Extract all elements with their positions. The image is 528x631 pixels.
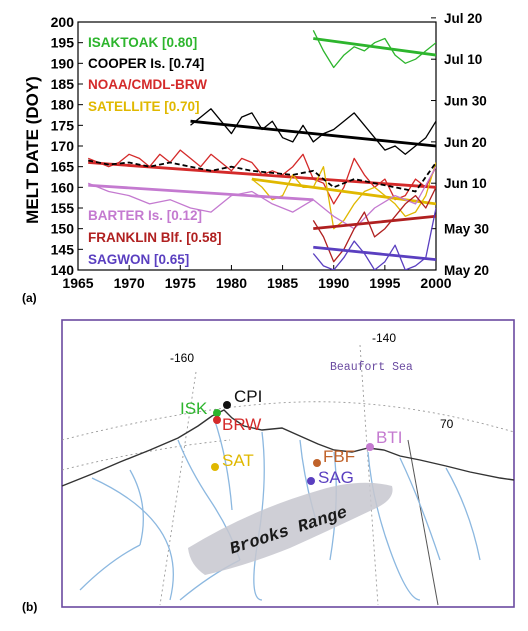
left-axis: 140 145 150 155 160 165 170 175 180 185 190 195 200 [51, 14, 83, 278]
trend-line-franklin-blf [313, 214, 436, 231]
station-fbf-label: FBF [323, 447, 355, 466]
station-sat: SAT [211, 451, 254, 471]
right-tick-label-5: May 30 [444, 222, 489, 237]
y-tick-label-195: 195 [51, 35, 75, 51]
y-tick-label-190: 190 [51, 55, 75, 71]
y-tick-label-155: 155 [51, 200, 75, 216]
right-tick-label-6: May 20 [444, 263, 489, 278]
y-tick-label-200: 200 [51, 14, 75, 30]
series-line-sagwon [312, 207, 436, 270]
lon-label-140: -140 [372, 331, 396, 345]
y-tick-label-175: 175 [51, 117, 75, 133]
y-tick-label-150: 150 [51, 221, 75, 237]
y-tick-label-185: 185 [51, 76, 75, 92]
station-brw-marker [213, 416, 221, 424]
y-tick-label-165: 165 [51, 159, 75, 175]
x-tick-label-1970: 1970 [114, 275, 145, 291]
station-brw: BRW [213, 415, 261, 434]
legend-franklin: FRANKLIN Blf. [0.58] [88, 230, 222, 245]
panel-b-label: (b) [22, 600, 37, 614]
trend-line-barter-is [88, 183, 314, 202]
trend-line-sagwon [313, 245, 436, 262]
y-tick-label-170: 170 [51, 138, 75, 154]
panel-a-label: (a) [22, 291, 37, 305]
lat-label-70: 70 [440, 417, 454, 431]
brooks-range-relief [188, 482, 393, 575]
right-tick-label-1: Jul 10 [444, 52, 482, 67]
y-tick-label-180: 180 [51, 97, 75, 113]
right-axis: Jul 20 Jul 10 Jun 30 Jun 20 Jun 10 May 30 May … [431, 11, 489, 278]
x-tick-label-1980: 1980 [216, 275, 247, 291]
y-axis-title: MELT DATE (DOY) [23, 76, 42, 224]
series-line-cooper-is [190, 108, 436, 155]
station-bti: BTI [366, 428, 402, 451]
sea-label: Beaufort Sea [330, 361, 413, 374]
dashed-composite-line [88, 159, 436, 193]
station-isk-marker [213, 409, 221, 417]
y-tick-label-145: 145 [51, 241, 75, 257]
coastline [61, 409, 515, 487]
y-tick-label-140: 140 [51, 262, 75, 278]
station-sat-label: SAT [222, 451, 254, 470]
legend-noaa: NOAA/CMDL-BRW [88, 77, 207, 92]
station-sag-label: SAG [318, 468, 354, 487]
series-line-satellite [251, 162, 436, 230]
trend-line-isaktoak [313, 37, 436, 57]
station-cpi-label: CPI [234, 387, 262, 406]
x-tick-label-1975: 1975 [165, 275, 196, 291]
station-sat-marker [211, 463, 219, 471]
legend-barter: BARTER Is. [0.12] [88, 208, 202, 223]
x-tick-label-1995: 1995 [369, 275, 400, 291]
station-isk-label: ISK [180, 399, 208, 418]
border-line [407, 439, 439, 606]
trend-line-cooper-is [190, 119, 436, 148]
right-tick-label-3: Jun 20 [444, 135, 487, 150]
station-bti-label: BTI [376, 428, 402, 447]
panel-b-map: -160 -140 70 Beaufort Sea Brooks Range C… [22, 319, 515, 614]
right-tick-label-2: Jun 30 [444, 94, 487, 109]
station-cpi-marker [223, 401, 231, 409]
station-cpi: CPI [223, 387, 262, 409]
lon-label-160: -160 [170, 351, 194, 365]
panel-a-chart: 140145150155160165170175180185190195200 … [22, 11, 489, 305]
map-frame [61, 319, 515, 608]
x-tick-label-1985: 1985 [267, 275, 298, 291]
series-layer [87, 30, 436, 270]
station-sag: SAG [307, 468, 354, 487]
legend-cooper: COOPER Is. [0.74] [88, 56, 204, 71]
graticule [61, 344, 515, 606]
y-tick-label-160: 160 [51, 179, 75, 195]
x-tick-label-1965: 1965 [62, 275, 93, 291]
x-tick-label-1990: 1990 [318, 275, 349, 291]
station-brw-label: BRW [222, 415, 261, 434]
legend-isaktoak: ISAKTOAK [0.80] [88, 35, 197, 50]
x-axis: 1965 1970 1975 1980 1985 1990 1995 2000 [62, 265, 452, 291]
x-tick-label-2000: 2000 [420, 275, 451, 291]
plot-area [77, 21, 437, 271]
station-sag-marker [307, 477, 315, 485]
station-isk: ISK [180, 399, 221, 418]
station-fbf-marker [313, 459, 321, 467]
series-line-franklin-blf [312, 187, 436, 263]
right-tick-label-4: Jun 10 [444, 176, 487, 191]
legend-satellite: SATELLITE [0.70] [88, 99, 200, 114]
station-fbf: FBF [313, 447, 355, 467]
series-line-isaktoak [312, 30, 436, 69]
right-tick-label-0: Jul 20 [444, 11, 482, 26]
legend-sagwon: SAGWON [0.65] [88, 252, 189, 267]
station-bti-marker [366, 443, 374, 451]
legend: ISAKTOAK [0.80] COOPER Is. [0.74] NOAA/C… [88, 35, 222, 267]
